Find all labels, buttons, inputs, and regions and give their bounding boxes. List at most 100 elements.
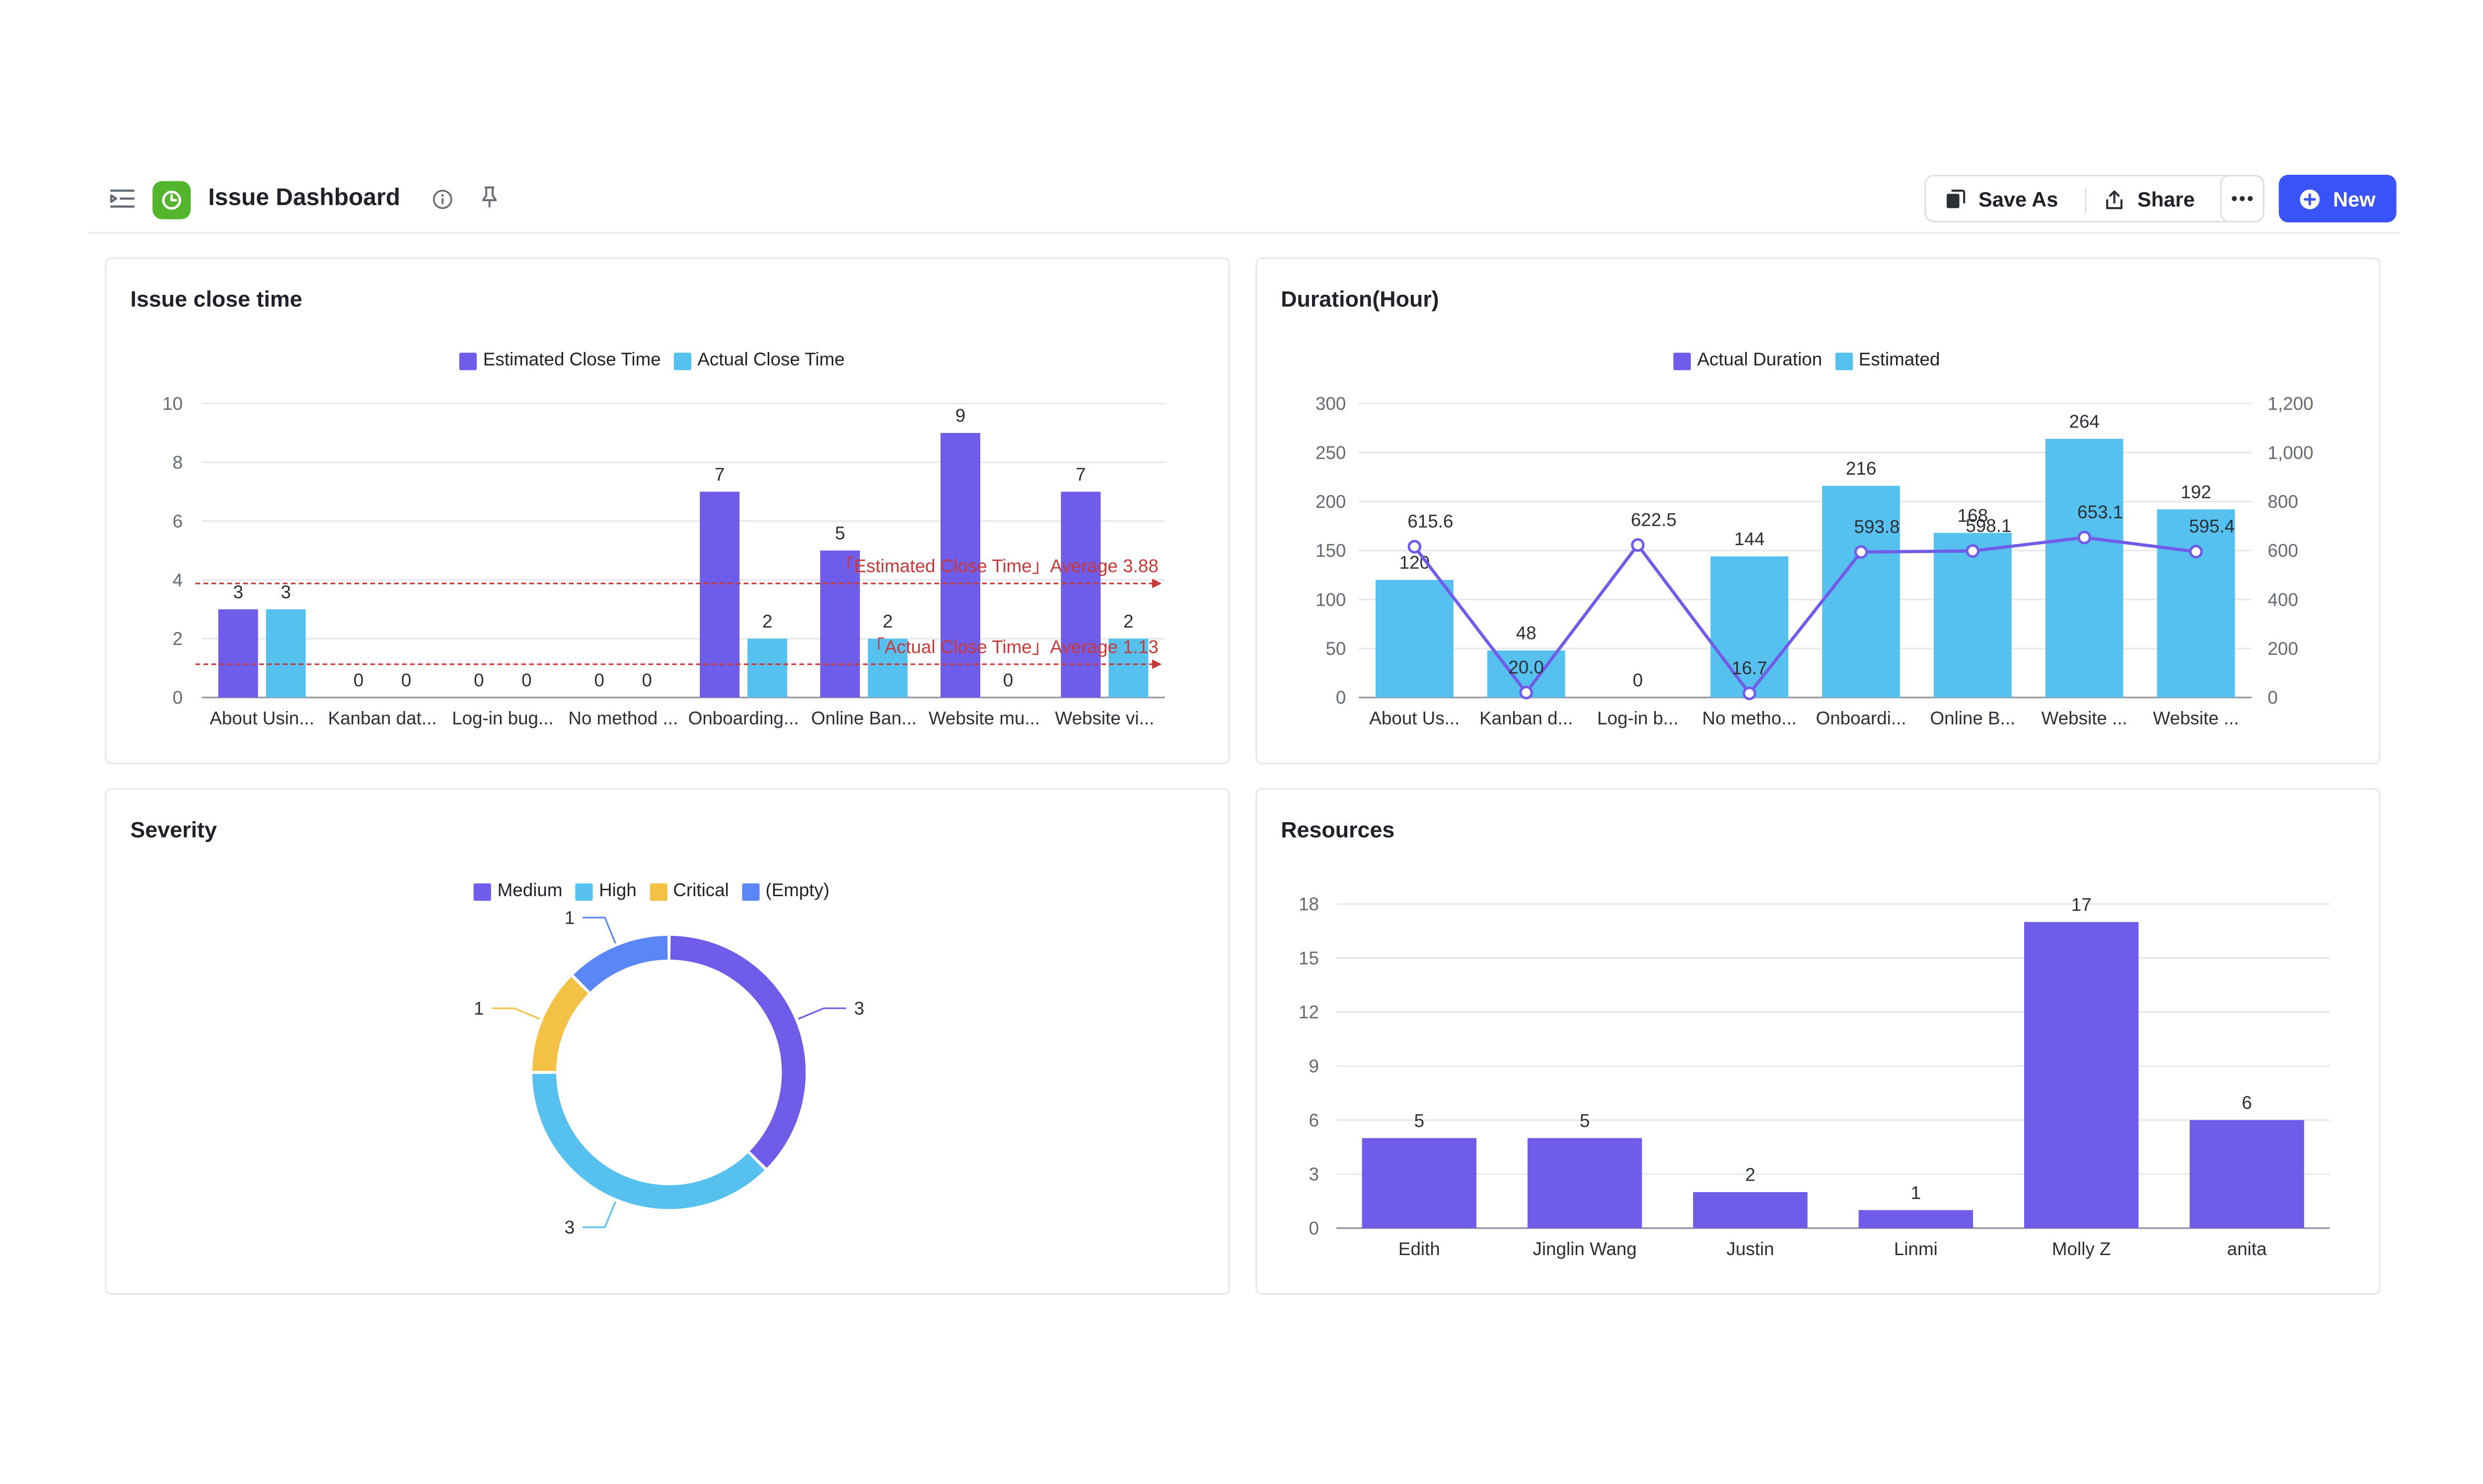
legend-label: Actual Duration — [1697, 351, 1823, 370]
legend-item[interactable]: Critical — [649, 882, 729, 901]
legend-swatch — [473, 882, 491, 900]
average-line-arrow — [1152, 659, 1162, 669]
slice-leader-line — [583, 1201, 616, 1228]
data-label: 7 — [715, 464, 725, 485]
line-point — [1743, 686, 1756, 701]
x-tick-label: Justin — [1726, 1239, 1774, 1259]
line-point — [1519, 686, 1533, 700]
x-tick-label: About Usin... — [210, 708, 314, 728]
bar — [1822, 486, 1900, 698]
bar — [1376, 580, 1454, 698]
line-point — [1966, 544, 1980, 558]
y-tick-label-right: 200 — [2267, 638, 2298, 659]
data-label: 2 — [1745, 1165, 1755, 1185]
y-tick-label: 12 — [1299, 1002, 1319, 1022]
legend-item[interactable]: (Empty) — [741, 882, 829, 901]
line-data-label: 615.6 — [1407, 511, 1453, 532]
legend-item[interactable]: High — [575, 882, 637, 901]
data-label: 2 — [1123, 611, 1133, 632]
line-data-label: 598.1 — [1966, 515, 2011, 536]
bar — [2157, 509, 2235, 698]
bar-data-label: 192 — [2181, 482, 2211, 502]
y-tick-label: 8 — [173, 452, 183, 473]
bar — [1710, 556, 1789, 698]
data-label: 0 — [594, 670, 604, 690]
y-tick-label: 0 — [1309, 1218, 1319, 1238]
legend-swatch — [1834, 352, 1852, 369]
y-tick-label: 9 — [1309, 1056, 1319, 1076]
bar — [218, 609, 258, 698]
bar — [1528, 1138, 1642, 1228]
y-tick-label: 10 — [162, 394, 183, 414]
legend-swatch — [459, 352, 477, 369]
legend-swatch — [649, 882, 667, 900]
action-button-group: Save As Share — [1924, 175, 2264, 222]
legend-label: Actual Close Time — [697, 351, 845, 370]
y-tick-label-right: 1,200 — [2267, 394, 2313, 414]
x-tick-label: Kanban d... — [1479, 708, 1573, 728]
x-tick-label: Log-in b... — [1597, 708, 1679, 728]
info-icon[interactable] — [429, 186, 454, 211]
data-label: 0 — [354, 670, 364, 690]
y-tick-label: 6 — [173, 511, 183, 531]
x-tick-label: Log-in bug... — [452, 708, 554, 728]
save-as-button[interactable]: Save As — [1926, 176, 2077, 221]
y-tick-label-right: 0 — [2267, 688, 2277, 708]
y-tick-label: 6 — [1309, 1110, 1319, 1131]
average-line-label: 「Estimated Close Time」Average 3.88 — [836, 556, 1159, 576]
line-point — [1631, 538, 1645, 552]
card-title: Issue close time — [130, 286, 302, 312]
sidebar-toggle-icon[interactable] — [108, 184, 137, 213]
resources-card: Resources 0 3 6 9 12 15 18 5 Edith 5 Jinglin Wang 2… — [1255, 788, 2381, 1295]
series-line — [1413, 536, 2196, 696]
legend-item[interactable]: Actual Close Time — [673, 351, 845, 370]
x-tick-label: anita — [2227, 1239, 2267, 1259]
bar-data-label: 168 — [1958, 505, 1988, 526]
average-line-arrow — [1152, 578, 1162, 588]
legend-item[interactable]: Estimated — [1834, 351, 1940, 370]
legend-item[interactable]: Medium — [473, 882, 563, 901]
data-label: 9 — [955, 406, 965, 426]
x-tick-label: Website ... — [2042, 708, 2127, 728]
share-button[interactable]: Share — [2085, 176, 2214, 221]
legend-item[interactable]: Estimated Close Time — [459, 351, 661, 370]
slice-leader-line — [798, 1007, 846, 1020]
slice-leader-line — [583, 917, 616, 944]
legend-swatch — [673, 352, 691, 369]
data-label: 2 — [762, 611, 772, 632]
issue-close-time-card: Issue close time Estimated Close Time Ac… — [105, 257, 1230, 765]
donut-slice — [670, 935, 806, 1168]
pin-icon[interactable] — [477, 184, 502, 210]
data-label: 5 — [835, 523, 845, 543]
chart-legend: Estimated Close Time Actual Close Time — [459, 351, 845, 370]
average-line-label: 「Actual Close Time」Average 1.13 — [866, 637, 1158, 657]
legend-item[interactable]: Actual Duration — [1673, 351, 1823, 370]
duration-card: Duration(Hour) Actual Duration Estimated… — [1255, 257, 2381, 765]
y-tick-label-left: 0 — [1336, 688, 1346, 708]
y-tick-label: 3 — [1309, 1164, 1319, 1185]
severity-chart: 3 3 1 1 — [474, 908, 864, 1238]
y-tick-label-right: 800 — [2267, 492, 2298, 512]
y-tick-label-right: 1,000 — [2267, 442, 2313, 463]
data-label: 5 — [1580, 1111, 1590, 1131]
more-options-button[interactable] — [2220, 175, 2264, 222]
data-label: 17 — [2071, 895, 2092, 915]
bar — [941, 433, 980, 698]
x-tick-label: Edith — [1398, 1239, 1440, 1259]
bar — [700, 492, 740, 698]
x-tick-label: Kanban dat... — [328, 708, 437, 728]
donut-slice — [532, 977, 588, 1071]
button-divider — [2085, 187, 2087, 213]
line-data-label: 622.5 — [1631, 509, 1677, 530]
share-icon — [2106, 189, 2123, 209]
bar — [266, 609, 306, 698]
slice-data-label: 3 — [565, 1217, 575, 1238]
new-button[interactable]: New — [2278, 175, 2397, 222]
bar — [868, 638, 908, 698]
line-data-label: 653.1 — [2077, 502, 2123, 522]
data-label: 5 — [1414, 1111, 1424, 1131]
data-label: 0 — [1003, 670, 1013, 690]
more-icon — [2232, 196, 2253, 202]
slice-data-label: 1 — [474, 998, 484, 1019]
